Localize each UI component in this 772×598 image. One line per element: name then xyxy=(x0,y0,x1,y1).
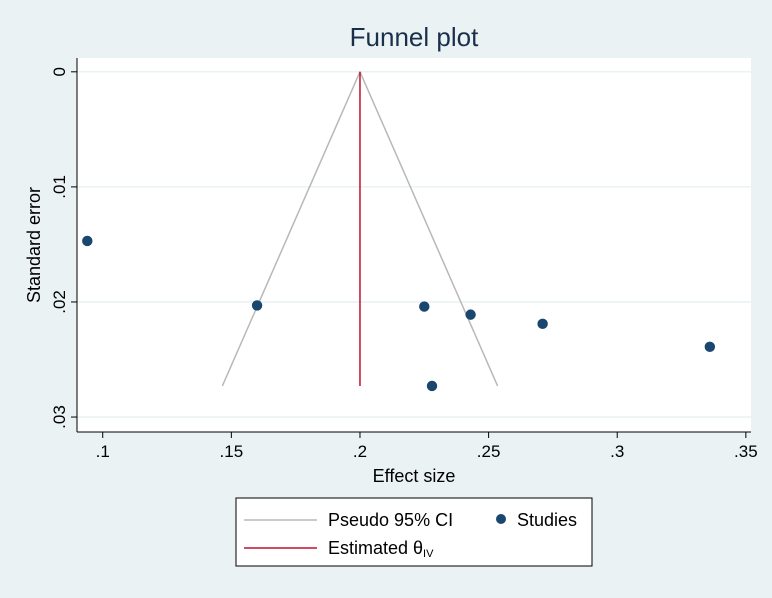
study-point xyxy=(251,300,263,311)
x-axis-title: Effect size xyxy=(373,466,456,486)
legend-box xyxy=(235,497,593,567)
x-tick-label: .2 xyxy=(353,442,367,461)
study-point xyxy=(419,301,430,312)
legend-estimate-text: Estimated θ xyxy=(328,538,423,558)
y-tick-label: .01 xyxy=(50,175,69,199)
legend: Pseudo 95% CI Studies Estimated θIV xyxy=(235,497,593,567)
y-tick-label: .03 xyxy=(50,405,69,429)
y-tick-label: 0 xyxy=(50,67,69,76)
legend-ci-label: Pseudo 95% CI xyxy=(328,510,453,530)
study-point xyxy=(537,318,548,330)
x-tick-label: .25 xyxy=(477,442,501,461)
legend-studies-label: Studies xyxy=(517,510,577,530)
funnel-left-line xyxy=(221,71,361,387)
grid-lines xyxy=(77,71,751,418)
legend-estimate-subscript: IV xyxy=(423,548,434,560)
y-tick-label: .02 xyxy=(50,290,69,314)
axes: .1 .15 .2 .25 .3 .35 0 .01 .02 .03 xyxy=(50,58,758,461)
study-point xyxy=(704,341,716,353)
funnel-right-line xyxy=(359,71,499,387)
x-tick-label: .35 xyxy=(734,442,758,461)
x-tick-label: .15 xyxy=(220,442,244,461)
study-point xyxy=(465,309,476,320)
plot-area xyxy=(77,58,751,432)
x-tick-label: .3 xyxy=(610,442,624,461)
legend-estimate-label: Estimated θIV xyxy=(328,538,434,560)
x-tick-label: .1 xyxy=(96,442,110,461)
y-axis-title: Standard error xyxy=(24,187,44,303)
study-point xyxy=(82,235,93,247)
study-point xyxy=(426,380,438,392)
study-points xyxy=(82,235,716,392)
funnel-layer xyxy=(221,71,499,387)
chart-title: Funnel plot xyxy=(350,22,479,52)
legend-studies-marker xyxy=(496,514,506,524)
